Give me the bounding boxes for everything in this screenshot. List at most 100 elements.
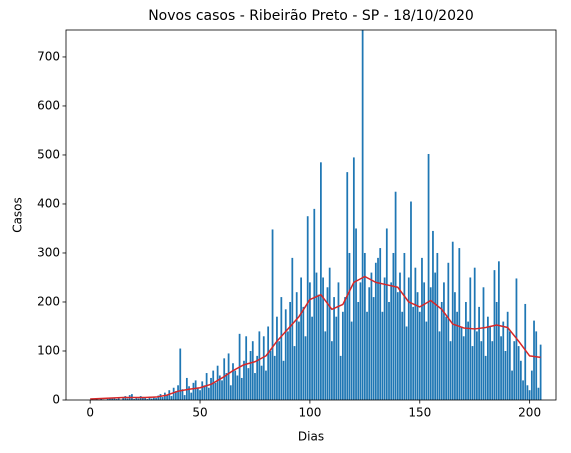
y-tick-label: 500	[37, 147, 60, 161]
bar	[410, 201, 412, 400]
bar	[284, 309, 287, 400]
bar	[487, 316, 489, 400]
bar	[111, 398, 114, 400]
bar	[460, 326, 463, 400]
trend-line	[90, 275, 541, 400]
bar	[199, 390, 201, 400]
bar	[293, 346, 296, 400]
bar	[508, 331, 511, 400]
y-axis-label: Casos	[11, 197, 25, 233]
bar	[513, 341, 516, 400]
bar	[267, 326, 270, 400]
bar	[344, 297, 346, 400]
bar	[210, 377, 212, 400]
bar	[249, 350, 252, 400]
bar	[146, 399, 149, 400]
bar	[497, 261, 500, 400]
bar	[517, 346, 520, 400]
bar	[157, 395, 160, 400]
bar	[465, 301, 467, 400]
bar	[361, 30, 364, 400]
y-tick-label: 400	[37, 196, 60, 210]
bar	[462, 336, 465, 400]
bar	[106, 399, 109, 400]
x-tick-label: 150	[408, 406, 431, 420]
bar	[262, 336, 265, 400]
bar	[407, 277, 410, 400]
bar	[265, 370, 267, 400]
bar	[416, 292, 419, 400]
bar	[322, 277, 324, 400]
bar	[311, 316, 313, 400]
bar	[476, 331, 478, 400]
bar	[359, 282, 362, 400]
bar	[421, 257, 423, 400]
bar	[537, 387, 540, 400]
bar	[289, 301, 292, 400]
bar	[205, 373, 208, 400]
y-tick-label: 100	[37, 343, 60, 357]
bar	[177, 385, 179, 400]
bar	[295, 292, 298, 400]
bar	[350, 321, 353, 400]
bar	[434, 272, 437, 400]
bar	[489, 326, 491, 400]
bar	[227, 353, 230, 400]
bar	[366, 311, 368, 400]
bar	[236, 375, 239, 400]
bar	[412, 306, 415, 400]
bar	[271, 229, 274, 400]
y-tick-label: 0	[52, 393, 60, 407]
x-tick-label: 0	[86, 406, 94, 420]
bar	[260, 365, 263, 400]
bar	[528, 390, 531, 400]
bar	[445, 316, 448, 400]
axes-frame	[65, 29, 557, 401]
bar	[451, 241, 454, 400]
bar	[247, 368, 250, 400]
bar	[256, 355, 259, 400]
bar	[372, 297, 375, 400]
bar	[467, 321, 469, 400]
bar	[113, 397, 116, 400]
bar	[427, 153, 430, 400]
chart-title: Novos casos - Ribeirão Preto - SP - 18/1…	[148, 8, 474, 24]
bar	[423, 282, 426, 400]
bar	[355, 228, 357, 400]
bar	[473, 267, 476, 400]
bar	[298, 321, 300, 400]
bar	[144, 397, 146, 400]
bar	[339, 355, 342, 400]
bar	[368, 287, 371, 400]
bar	[150, 398, 153, 400]
bar	[511, 370, 513, 400]
bar	[188, 386, 190, 400]
bar	[153, 397, 155, 400]
bar	[405, 326, 408, 400]
bar	[480, 341, 483, 400]
bar	[232, 363, 234, 400]
bar	[363, 252, 366, 400]
bar	[491, 341, 494, 400]
bar	[309, 282, 311, 400]
bar	[192, 382, 195, 400]
bar	[396, 292, 399, 400]
bar	[432, 230, 434, 400]
bar	[337, 282, 340, 400]
bar	[135, 397, 138, 400]
bar	[315, 272, 318, 400]
bar	[300, 277, 302, 400]
bar	[379, 248, 382, 400]
x-tick-label: 50	[192, 406, 207, 420]
bar	[502, 321, 505, 400]
bar	[399, 272, 401, 400]
bar	[377, 257, 379, 400]
x-tick-label: 200	[518, 406, 541, 420]
bar	[126, 398, 129, 400]
bar	[122, 398, 125, 400]
bar	[504, 350, 507, 400]
bar	[454, 292, 456, 400]
bar	[273, 355, 276, 400]
bar	[526, 385, 529, 400]
